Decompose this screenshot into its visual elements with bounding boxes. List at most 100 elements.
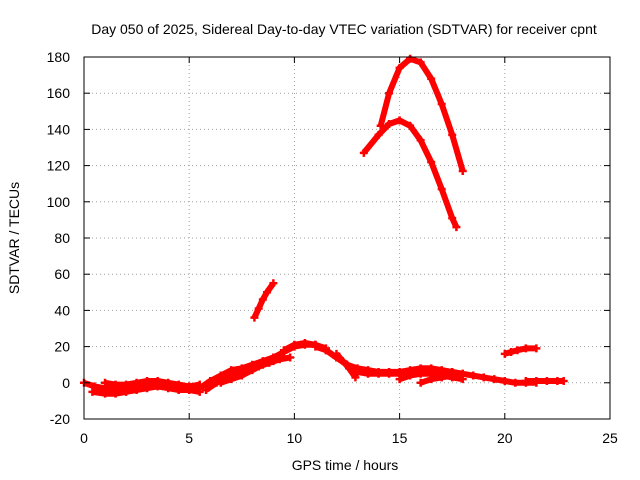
x-tick-label: 10	[287, 430, 303, 446]
data-point	[507, 348, 516, 357]
data-point	[279, 346, 288, 355]
series-line	[334, 351, 358, 380]
data-point	[153, 376, 162, 385]
data-point	[332, 349, 341, 358]
data-point	[111, 380, 120, 389]
data-point	[88, 387, 97, 396]
data-point	[427, 157, 436, 166]
data-point	[321, 346, 330, 355]
data-point	[416, 58, 425, 67]
y-tick-label: 40	[54, 302, 70, 318]
data-point	[437, 367, 446, 376]
data-point	[132, 378, 141, 387]
y-tick-label: -20	[50, 411, 70, 427]
data-point	[395, 63, 404, 72]
series-line	[377, 55, 466, 172]
data-point	[406, 54, 415, 63]
y-tick-label: 20	[54, 339, 70, 355]
data-point	[448, 130, 457, 139]
axis-ticks	[83, 56, 611, 420]
data-point	[101, 378, 110, 387]
data-point	[227, 375, 236, 384]
data-point	[195, 384, 204, 393]
data-point	[385, 119, 394, 128]
x-tick-label: 15	[392, 430, 408, 446]
data-point	[351, 373, 360, 382]
series-line	[441, 368, 537, 386]
x-tick-label: 20	[497, 430, 513, 446]
data-point	[258, 295, 267, 304]
y-tick-label: 80	[54, 230, 70, 246]
data-point	[416, 136, 425, 145]
data-point	[452, 223, 461, 232]
series-rise-c	[216, 353, 288, 387]
data-point	[511, 378, 520, 387]
data-point	[458, 369, 467, 378]
chart-title: Day 050 of 2025, Sidereal Day-to-day VTE…	[91, 21, 597, 37]
series-baseline-b	[88, 382, 204, 398]
data-point	[469, 371, 478, 380]
data-point	[395, 116, 404, 125]
data-point	[122, 387, 131, 396]
data-series	[80, 54, 568, 398]
series-arc-high	[376, 54, 467, 176]
data-point	[359, 148, 368, 157]
series-seg-20-21.5	[500, 344, 541, 358]
series-fall-a	[332, 349, 360, 382]
data-point	[374, 130, 383, 139]
data-point	[374, 369, 383, 378]
data-point	[101, 389, 110, 398]
series-rise-a	[195, 340, 467, 393]
data-point	[311, 342, 320, 351]
data-point	[448, 367, 457, 376]
series-seg-8-9	[250, 279, 278, 322]
data-point	[385, 369, 394, 378]
data-point	[269, 279, 278, 288]
x-tick-label: 5	[185, 430, 193, 446]
data-point	[269, 357, 278, 366]
data-point	[406, 371, 415, 380]
y-tick-label: 60	[54, 266, 70, 282]
data-point	[416, 369, 425, 378]
data-point	[559, 376, 568, 385]
data-point	[521, 376, 530, 385]
series-tail	[521, 376, 568, 385]
data-point	[542, 376, 551, 385]
data-point	[427, 375, 436, 384]
data-point	[258, 360, 267, 369]
x-axis-label: GPS time / hours	[292, 457, 399, 473]
data-point	[406, 121, 415, 130]
y-tick-label: 160	[47, 85, 71, 101]
x-tick-labels: 0 5 10 15 20 25	[80, 430, 618, 446]
data-point	[216, 378, 225, 387]
data-point	[143, 376, 152, 385]
data-point	[437, 185, 446, 194]
data-point	[416, 378, 425, 387]
data-point	[500, 376, 509, 385]
y-tick-labels: -20 0 20 40 60 80 100 120 140 160 180	[47, 49, 71, 427]
data-point	[122, 380, 131, 389]
y-tick-label: 0	[62, 375, 70, 391]
data-point	[338, 357, 347, 366]
x-tick-label: 25	[602, 430, 618, 446]
y-tick-label: 120	[47, 158, 71, 174]
y-tick-label: 180	[47, 49, 71, 65]
data-point	[532, 376, 541, 385]
data-point	[300, 338, 309, 347]
data-point	[521, 344, 530, 353]
series-line	[104, 378, 201, 390]
data-point	[254, 304, 263, 313]
series-line	[361, 117, 460, 229]
y-axis-label: SDTVAR / TECUs	[6, 182, 22, 294]
y-tick-label: 140	[47, 121, 71, 137]
data-point	[490, 375, 499, 384]
data-point	[90, 382, 99, 391]
series-hump-c	[311, 342, 415, 378]
data-point	[250, 313, 259, 322]
data-point	[290, 340, 299, 349]
data-point	[364, 369, 373, 378]
data-point	[164, 378, 173, 387]
x-tick-label: 0	[80, 430, 88, 446]
data-point	[385, 89, 394, 98]
